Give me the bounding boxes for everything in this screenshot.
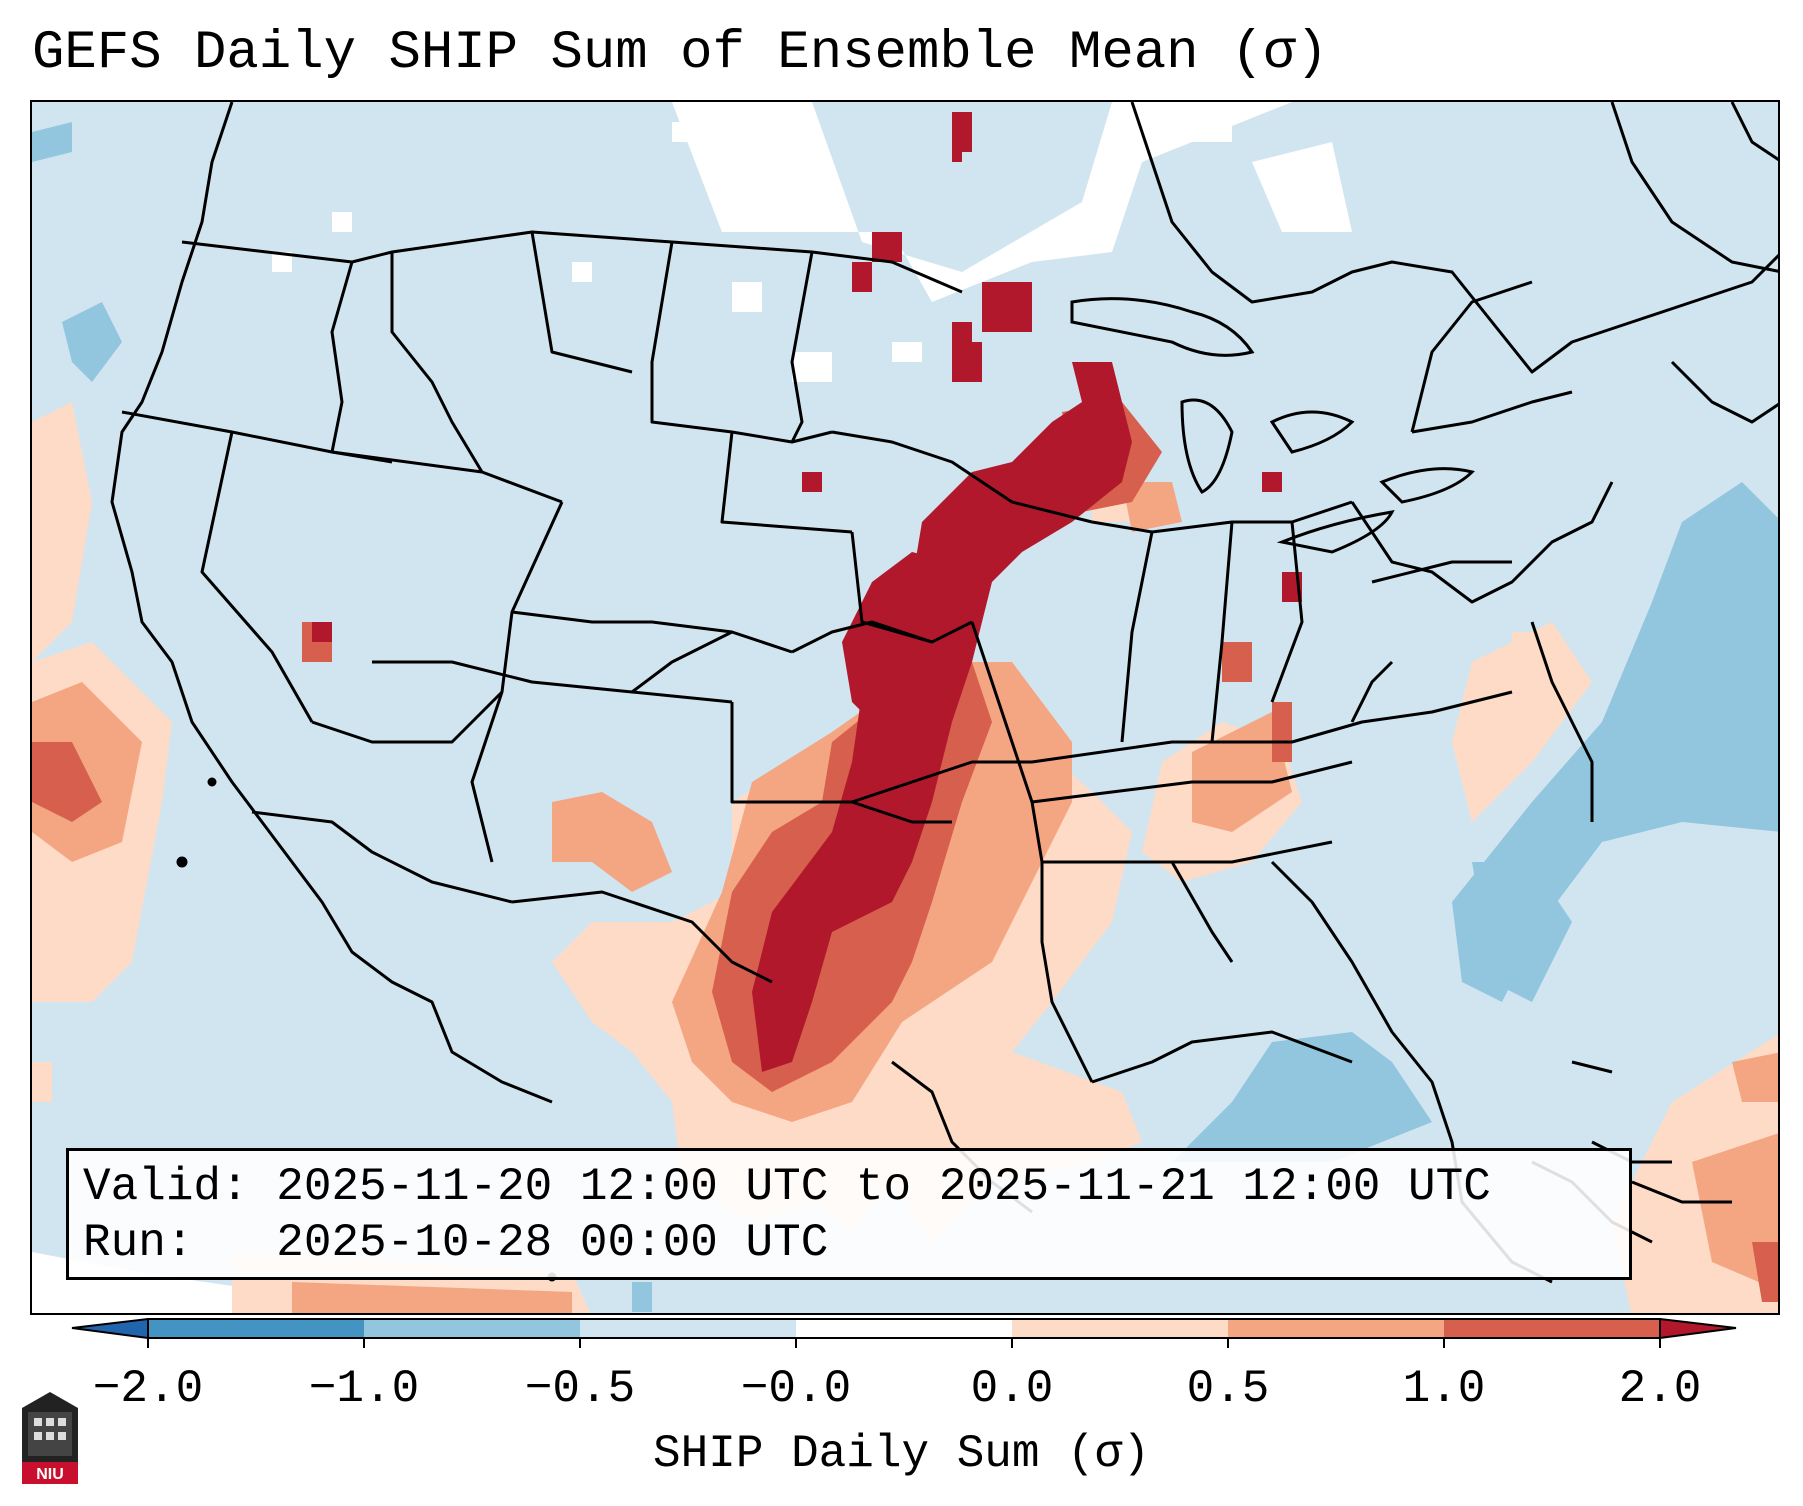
map-title: GEFS Daily SHIP Sum of Ensemble Mean (σ) [32,23,1329,84]
positive-anomaly-field [32,112,1778,1313]
colorbar-over-extension [1659,1318,1737,1340]
colorbar-segment [364,1319,580,1338]
map-panel [30,100,1780,1315]
colorbar-tick-label: −2.0 [92,1363,204,1415]
colorbar-under-extension [71,1318,149,1340]
valid-run-info-box: Valid: 2025-11-20 12:00 UTC to 2025-11-2… [66,1148,1632,1280]
colorbar-segment [580,1319,796,1338]
colorbar-outline [147,1318,1661,1339]
colorbar [71,1318,1737,1348]
colorbar-tick-label: 1.0 [1402,1363,1486,1415]
colorbar-label: SHIP Daily Sum (σ) [653,1428,1150,1480]
valid-time-text: Valid: 2025-11-20 12:00 UTC to 2025-11-2… [83,1161,1491,1213]
map-canvas [32,102,1778,1313]
niu-logo-text: NIU [36,1466,64,1483]
colorbar-tick-label: 0.0 [970,1363,1054,1415]
colorbar-tick-label: −0.5 [524,1363,636,1415]
negative-anomaly-field [32,122,1778,1312]
colorbar-ticks [147,1338,1661,1348]
state-boundaries [110,102,1778,1284]
colorbar-segment [1012,1319,1228,1338]
colorbar-segment [148,1319,364,1338]
colorbar-segment [796,1319,1012,1338]
colorbar-segment [1444,1319,1660,1338]
colorbar-tick-label: −0.0 [740,1363,852,1415]
colorbar-segment [1228,1319,1444,1338]
colorbar-tick-label: 0.5 [1186,1363,1270,1415]
niu-logo: NIU [22,1392,78,1484]
run-time-text: Run: 2025-10-28 00:00 UTC [83,1217,829,1269]
colorbar-tick-label: −1.0 [308,1363,420,1415]
colorbar-tick-label: 2.0 [1618,1363,1702,1415]
